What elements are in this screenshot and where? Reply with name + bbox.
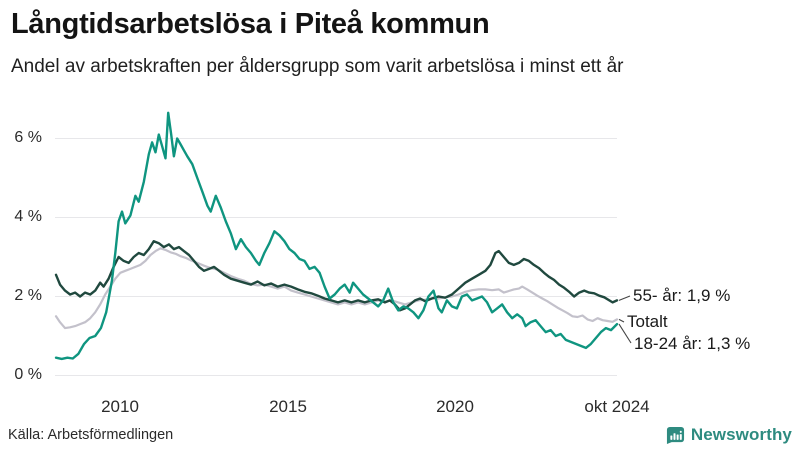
newsworthy-icon [666, 426, 684, 444]
y-tick-6: 6 % [14, 129, 42, 146]
brand-logo: Newsworthy [666, 424, 792, 446]
connector-18-24-r [618, 323, 632, 344]
x-tick-2015: 2015 [269, 397, 307, 416]
series-line-totalt [54, 247, 619, 330]
page-title: Långtidsarbetslösa i Piteå kommun [11, 8, 490, 40]
y-tick-0: 0 % [14, 366, 42, 383]
series-line-55-r [54, 239, 619, 312]
brand-name: Newsworthy [690, 425, 792, 444]
series-label-18-24-ar: 18-24 år: 1,3 % [634, 334, 751, 353]
series-label-totalt: Totalt [627, 312, 668, 331]
connector-55-r [618, 295, 631, 301]
series-line-18-24-r [54, 111, 619, 361]
x-tick-2010: 2010 [101, 397, 139, 416]
x-tick-2020: 2020 [436, 397, 474, 416]
y-tick-4: 4 % [14, 208, 42, 225]
y-tick-2: 2 % [14, 287, 42, 304]
connector-totalt [618, 318, 625, 323]
x-tick-okt-2024: okt 2024 [584, 397, 650, 416]
source-note: Källa: Arbetsförmedlingen [8, 427, 174, 443]
chart-subtitle: Andel av arbetskraften per åldersgrupp s… [11, 56, 624, 77]
series-label-55-ar: 55- år: 1,9 % [633, 286, 731, 305]
